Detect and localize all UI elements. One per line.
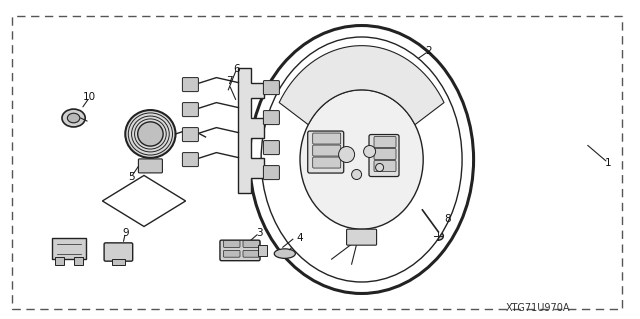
FancyBboxPatch shape: [258, 245, 267, 256]
Text: 6: 6: [234, 63, 240, 74]
Text: XTG71U970A: XTG71U970A: [506, 303, 570, 313]
FancyBboxPatch shape: [112, 259, 125, 265]
Ellipse shape: [351, 169, 362, 180]
FancyBboxPatch shape: [182, 103, 198, 117]
FancyBboxPatch shape: [223, 241, 240, 248]
FancyBboxPatch shape: [347, 229, 376, 245]
Text: 5: 5: [128, 172, 134, 182]
FancyBboxPatch shape: [264, 111, 280, 125]
Ellipse shape: [67, 113, 80, 123]
Ellipse shape: [300, 90, 423, 229]
FancyBboxPatch shape: [243, 250, 260, 257]
FancyBboxPatch shape: [182, 152, 198, 167]
FancyBboxPatch shape: [223, 250, 240, 257]
Text: 4: 4: [296, 233, 303, 243]
Text: 2: 2: [426, 46, 432, 56]
Text: 10: 10: [83, 92, 96, 102]
FancyBboxPatch shape: [308, 131, 344, 173]
FancyBboxPatch shape: [138, 159, 163, 173]
Ellipse shape: [376, 164, 383, 172]
Ellipse shape: [275, 249, 296, 258]
FancyBboxPatch shape: [313, 145, 340, 156]
FancyBboxPatch shape: [74, 257, 83, 265]
FancyBboxPatch shape: [374, 137, 396, 147]
FancyBboxPatch shape: [313, 157, 340, 168]
FancyBboxPatch shape: [374, 149, 396, 160]
Ellipse shape: [261, 37, 462, 282]
Polygon shape: [102, 175, 186, 226]
FancyBboxPatch shape: [369, 135, 399, 176]
FancyBboxPatch shape: [243, 241, 260, 248]
FancyBboxPatch shape: [374, 160, 396, 172]
FancyBboxPatch shape: [182, 78, 198, 92]
FancyBboxPatch shape: [182, 128, 198, 142]
Text: 7: 7: [226, 76, 232, 86]
Text: 9: 9: [122, 228, 129, 238]
Ellipse shape: [339, 146, 355, 162]
FancyBboxPatch shape: [55, 257, 64, 265]
FancyBboxPatch shape: [220, 240, 260, 261]
Polygon shape: [279, 46, 444, 125]
Ellipse shape: [62, 109, 85, 127]
Ellipse shape: [250, 26, 474, 293]
Text: 1: 1: [605, 158, 611, 168]
FancyBboxPatch shape: [264, 141, 280, 155]
Text: 8: 8: [445, 213, 451, 224]
Ellipse shape: [364, 145, 376, 158]
Ellipse shape: [125, 110, 175, 158]
FancyBboxPatch shape: [264, 81, 280, 95]
Polygon shape: [239, 68, 264, 193]
FancyBboxPatch shape: [52, 238, 86, 259]
Text: 3: 3: [256, 228, 262, 238]
FancyBboxPatch shape: [264, 166, 280, 180]
FancyBboxPatch shape: [313, 133, 340, 144]
Ellipse shape: [138, 122, 163, 146]
FancyBboxPatch shape: [104, 243, 132, 261]
Ellipse shape: [433, 232, 444, 240]
